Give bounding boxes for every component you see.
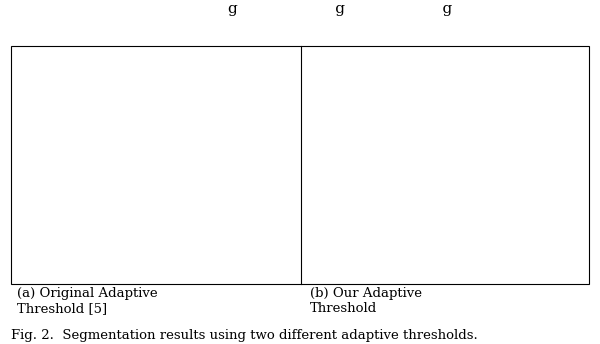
- Text: (b) Our Adaptive
Threshold: (b) Our Adaptive Threshold: [310, 287, 422, 315]
- Text: (a) Original Adaptive
Threshold [5]: (a) Original Adaptive Threshold [5]: [17, 287, 157, 315]
- Text: g                    g                    g: g g g: [228, 2, 452, 16]
- Text: Fig. 2.  Segmentation results using two different adaptive thresholds.: Fig. 2. Segmentation results using two d…: [11, 329, 478, 342]
